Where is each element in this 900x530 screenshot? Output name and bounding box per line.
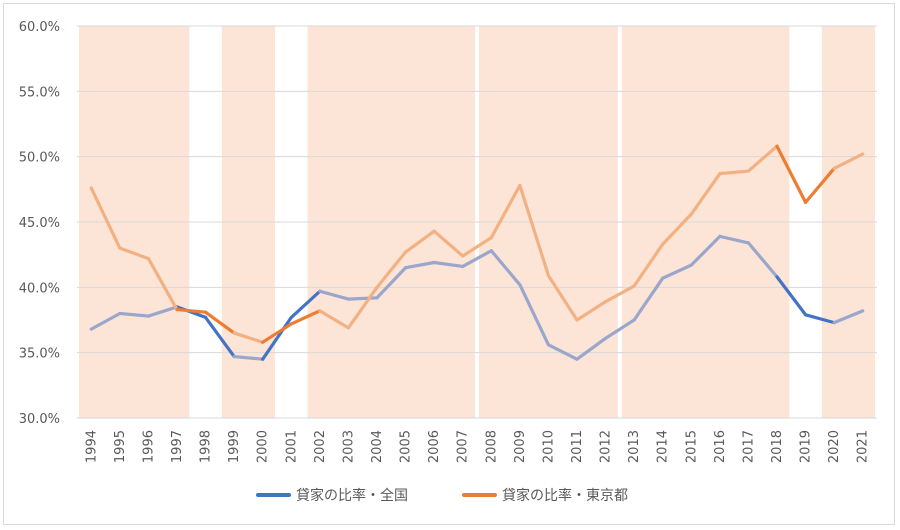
x-tick-label: 2004 (370, 430, 385, 463)
series-line-tokyo (89, 144, 865, 344)
series-segment (403, 229, 436, 254)
series-segment (632, 276, 665, 322)
x-tick-label: 2013 (627, 430, 642, 463)
series-segment (689, 172, 722, 216)
series-segment (375, 266, 408, 300)
series-segment (803, 166, 836, 204)
x-tick-label: 2003 (341, 430, 356, 463)
series-segment (232, 331, 265, 344)
series-segment (232, 354, 265, 361)
x-tick-label: 1997 (170, 430, 185, 463)
x-tick-label: 2014 (656, 430, 671, 463)
series-segment (718, 234, 751, 245)
x-tick-label: 2009 (513, 430, 528, 463)
x-tick-label: 2015 (684, 430, 699, 463)
series-segment (346, 285, 379, 330)
x-tick-label: 2020 (827, 430, 842, 463)
series-segment (89, 186, 122, 250)
y-tick-label: 60.0% (19, 20, 60, 35)
series-line-national (89, 234, 865, 361)
x-tick-label: 1998 (199, 430, 214, 463)
x-axis-ticks: 1994 1995 1996 1997 1998 1999 2000 2001 2002 2003… (84, 430, 870, 463)
x-tick-label: 1994 (84, 430, 99, 463)
series-segment (689, 234, 722, 267)
x-tick-label: 2002 (313, 430, 328, 463)
series-segment (146, 305, 179, 318)
series-segment (318, 309, 351, 330)
series-lines (89, 144, 865, 361)
x-tick-label: 2017 (741, 430, 756, 463)
x-tick-label: 2005 (399, 430, 414, 463)
series-segment (489, 183, 522, 240)
series-segment (832, 152, 865, 171)
series-segment (775, 275, 808, 317)
series-segment (746, 241, 779, 279)
x-tick-label: 2010 (541, 430, 556, 463)
x-tick-label: 2016 (713, 430, 728, 463)
series-segment (461, 236, 493, 258)
series-segment (346, 296, 379, 301)
series-segment (461, 249, 493, 269)
y-tick-label: 40.0% (19, 281, 60, 296)
x-tick-label: 1995 (113, 430, 128, 463)
series-segment (832, 309, 865, 325)
x-tick-label: 2006 (427, 430, 442, 463)
series-segment (203, 310, 236, 335)
x-tick-label: 2021 (856, 430, 871, 463)
series-segment (432, 229, 465, 258)
series-segment (575, 336, 608, 361)
x-tick-label: 2019 (799, 430, 814, 463)
y-tick-label: 50.0% (19, 151, 60, 166)
series-segment (375, 250, 408, 289)
series-segment (546, 343, 579, 361)
y-tick-label: 30.0% (19, 412, 60, 427)
series-segment (146, 256, 179, 312)
series-segment (661, 263, 693, 280)
series-segment (318, 289, 351, 301)
series-segment (289, 289, 322, 319)
y-tick-label: 35.0% (19, 347, 60, 362)
series-segment (118, 311, 151, 318)
y-tick-label: 55.0% (19, 85, 60, 100)
series-segment (518, 183, 551, 278)
series-segment (575, 300, 608, 322)
series-segment (489, 249, 522, 287)
x-tick-label: 2012 (599, 430, 614, 463)
series-segment (603, 318, 636, 340)
x-tick-label: 2001 (284, 430, 299, 463)
x-tick-label: 1996 (141, 430, 156, 463)
x-tick-label: 2011 (570, 430, 585, 463)
series-segment (803, 313, 836, 325)
series-segment (775, 144, 808, 204)
legend: 貸家の比率・全国 貸家の比率・東京都 (256, 487, 628, 504)
legend-label-national: 貸家の比率・全国 (296, 487, 408, 504)
y-axis-ticks: 30.0% 35.0% 40.0% 45.0% 50.0% 55.0% 60.0% (19, 20, 60, 427)
series-segment (203, 315, 236, 359)
y-tick-label: 45.0% (19, 216, 60, 231)
series-segment (546, 273, 579, 322)
series-segment (289, 309, 322, 326)
series-segment (261, 322, 293, 344)
series-segment (632, 242, 665, 288)
x-tick-label: 2018 (770, 430, 785, 463)
series-segment (118, 246, 151, 261)
series-segment (718, 169, 751, 176)
grid-lines (77, 25, 877, 419)
x-tick-label: 2007 (456, 430, 471, 463)
series-segment (432, 260, 465, 269)
series-segment (403, 260, 436, 270)
series-segment (261, 315, 293, 361)
series-segment (603, 284, 636, 304)
series-segment (175, 307, 208, 314)
series-segment (661, 212, 693, 246)
series-segment (518, 283, 551, 347)
x-tick-label: 2000 (256, 430, 271, 463)
series-segment (746, 144, 779, 173)
x-tick-label: 2008 (484, 430, 499, 463)
x-tick-label: 1999 (227, 430, 242, 463)
legend-label-tokyo: 貸家の比率・東京都 (502, 487, 628, 504)
series-segment (89, 311, 122, 331)
chart-frame (3, 3, 895, 525)
